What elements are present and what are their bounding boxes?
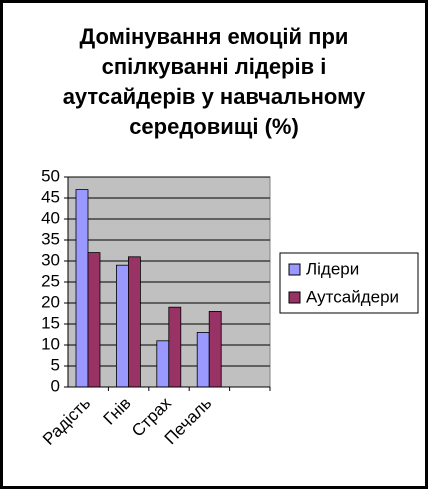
x-tick-label: Радість (39, 393, 94, 448)
y-tick-label: 0 (51, 376, 60, 395)
y-tick-label: 40 (41, 208, 60, 227)
y-tick-label: 20 (41, 292, 60, 311)
bar (87, 252, 101, 388)
y-tick-label: 45 (41, 187, 60, 206)
y-tick-label: 50 (41, 166, 60, 185)
bar (127, 256, 141, 388)
bar (208, 310, 222, 388)
bar (196, 331, 210, 388)
chart-title: Домінування емоцій при спілкуванні лідер… (62, 24, 366, 139)
x-tick-label: Гнів (100, 394, 135, 429)
bar (116, 264, 129, 388)
bar (75, 189, 89, 388)
legend-swatch (288, 263, 301, 276)
y-tick-label: 30 (41, 250, 60, 269)
y-tick-label: 35 (41, 229, 60, 248)
y-tick-label: 25 (41, 271, 60, 290)
y-tick-label: 10 (41, 334, 60, 353)
y-tick-label: 15 (41, 313, 60, 332)
legend-box (279, 252, 419, 314)
legend-label: Лідери (306, 259, 359, 278)
y-tick-label: 5 (51, 355, 60, 374)
bar (156, 340, 170, 388)
legend-label: Аутсайдери (306, 287, 399, 306)
bar (168, 306, 182, 388)
legend-swatch (288, 291, 301, 304)
